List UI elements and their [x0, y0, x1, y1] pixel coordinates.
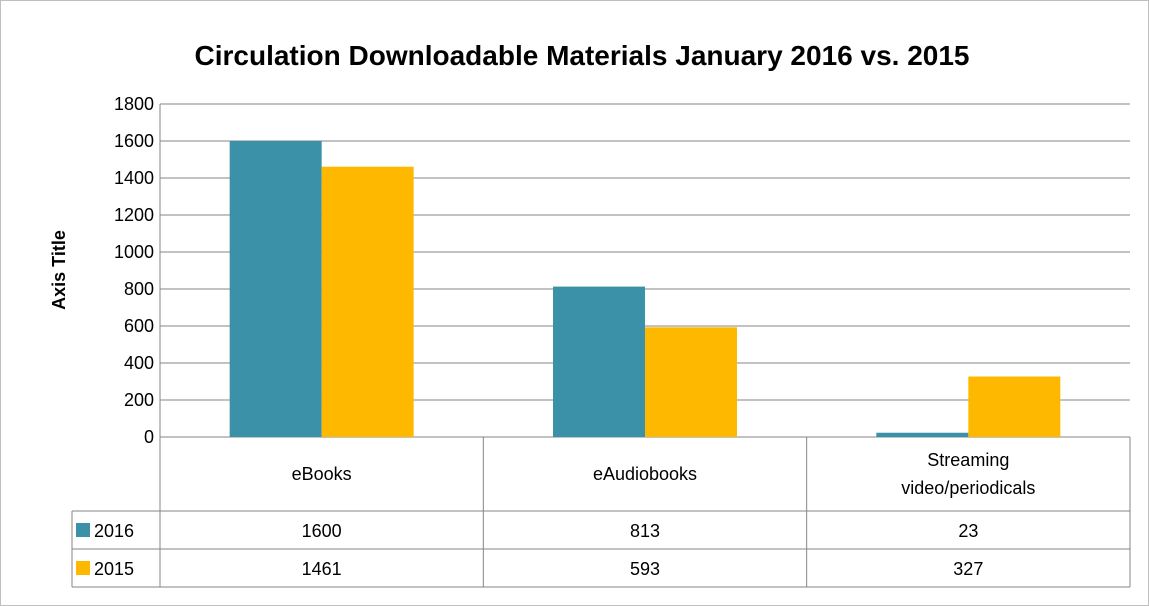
y-tick-label: 1800: [114, 94, 154, 114]
y-tick-label: 1200: [114, 205, 154, 225]
bar-2015-2: [968, 376, 1061, 437]
category-label: eBooks: [292, 464, 352, 484]
series-name: 2015: [94, 559, 134, 579]
bar-2015-0: [321, 166, 414, 437]
category-label: video/periodicals: [901, 478, 1035, 498]
bars: [229, 141, 1061, 437]
bar-2015-1: [645, 327, 737, 437]
y-tick-label: 0: [144, 427, 154, 447]
y-tick-label: 400: [124, 353, 154, 373]
data-table: eBooks eAudiobooks Streaming video/periodic…: [71, 437, 1131, 588]
data-label-2016-2: 23: [958, 521, 978, 541]
bar-2016-0: [229, 141, 322, 437]
data-label-2016-1: 813: [630, 521, 660, 541]
y-tick-label: 1600: [114, 131, 154, 151]
y-tick-label: 800: [124, 279, 154, 299]
series-name: 2016: [94, 521, 134, 541]
y-tick-label: 1000: [114, 242, 154, 262]
data-label-2016-0: 1600: [302, 521, 342, 541]
y-tick-labels: 0 200 400 600 800 1000 1200 1400 1600 1800: [114, 94, 154, 447]
data-label-2015-2: 327: [953, 559, 983, 579]
category-label: Streaming: [927, 450, 1009, 470]
legend-key-2015: [76, 561, 90, 575]
y-tick-label: 200: [124, 390, 154, 410]
data-label-2015-1: 593: [630, 559, 660, 579]
data-label-2015-0: 1461: [302, 559, 342, 579]
chart-title: Circulation Downloadable Materials Janua…: [195, 40, 970, 71]
y-tick-label: 1400: [114, 168, 154, 188]
category-label: eAudiobooks: [593, 464, 697, 484]
legend-key-2016: [76, 523, 90, 537]
bar-2016-1: [553, 286, 645, 437]
y-tick-label: 600: [124, 316, 154, 336]
y-axis-title: Axis Title: [49, 230, 69, 310]
bar-2016-2: [876, 432, 969, 437]
